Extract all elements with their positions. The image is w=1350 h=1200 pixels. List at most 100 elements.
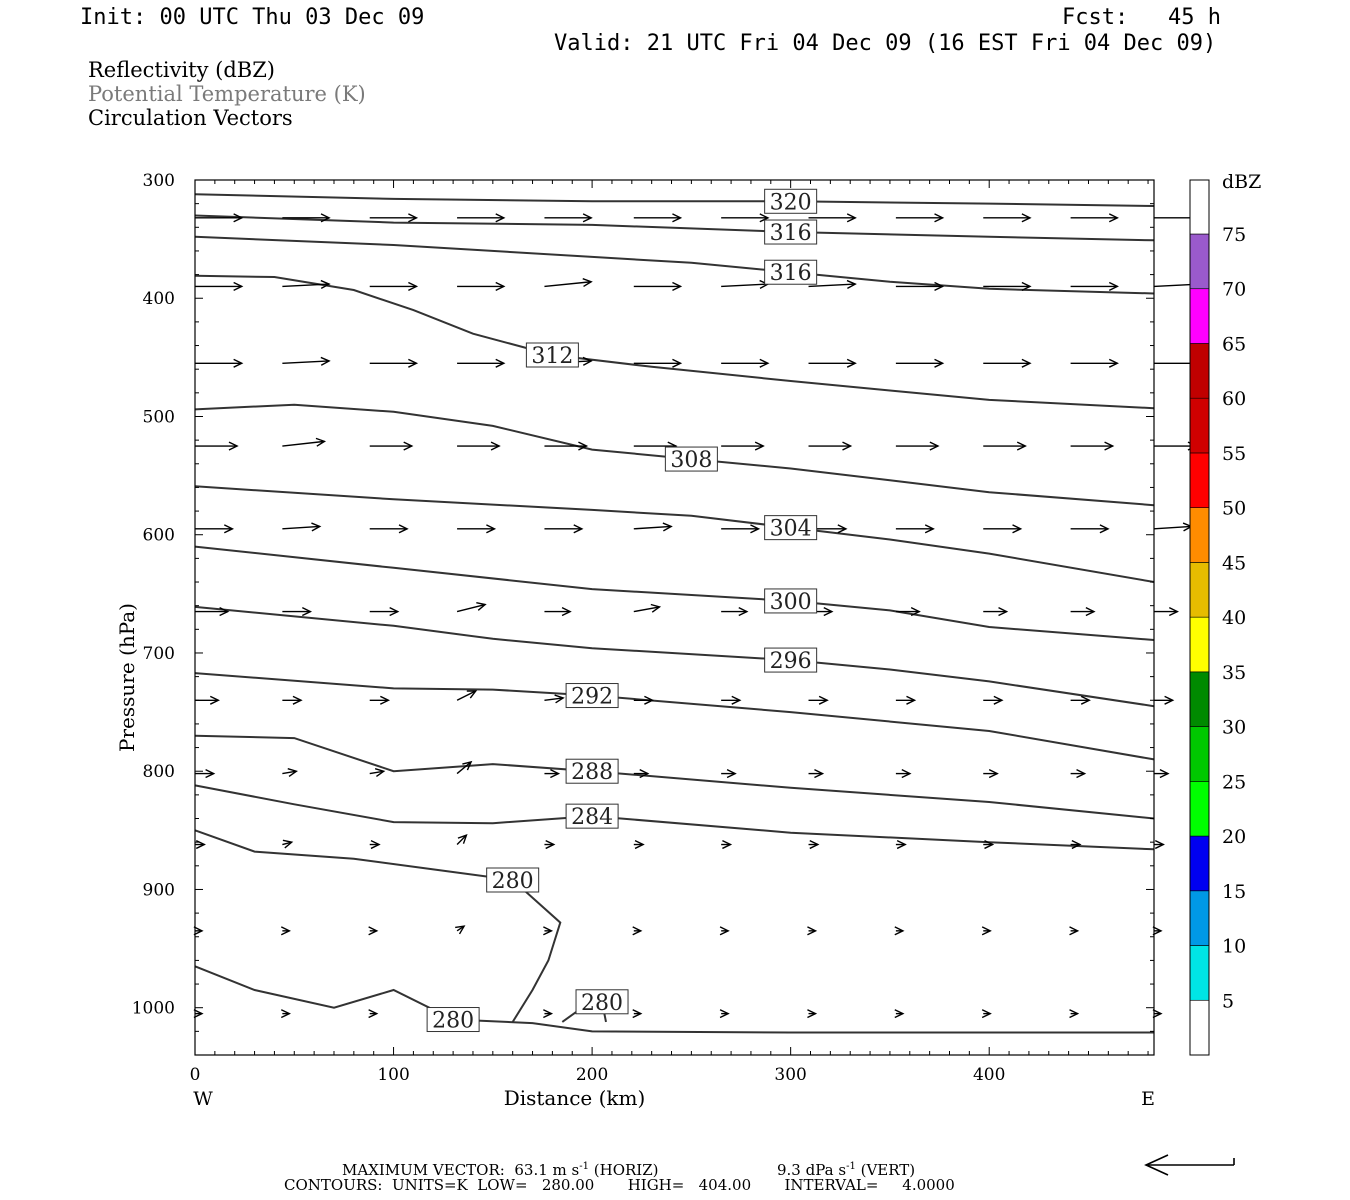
vector-head: [233, 213, 244, 223]
y-tick-label: 400: [143, 289, 175, 309]
vector-head: [1021, 213, 1032, 223]
vector-head: [403, 441, 414, 451]
vector-head: [455, 925, 466, 935]
theta-contour-312: [194, 274, 1155, 410]
colorbar-tick-label: 40: [1222, 607, 1246, 629]
colorbar-swatch: [1189, 343, 1210, 399]
vector-head: [754, 441, 765, 451]
vector-head: [818, 695, 829, 705]
vector-shaft: [808, 283, 856, 288]
init-time: Init: 00 UTC Thu 03 Dec 09: [80, 5, 425, 30]
vector-head: [814, 769, 825, 779]
contour-label-box: [764, 259, 818, 285]
vector-head: [929, 441, 940, 451]
east-label: E: [1141, 1088, 1155, 1110]
contour-label-box: [664, 446, 718, 472]
vector-head: [1108, 281, 1119, 291]
vector-shaft: [456, 834, 467, 846]
colorbar-tick-label: 60: [1222, 388, 1246, 410]
vector-head: [550, 769, 561, 779]
vector-head: [984, 839, 995, 850]
x-tick-label: 300: [774, 1065, 806, 1085]
vector-head: [1069, 1009, 1080, 1019]
vector-head: [846, 213, 857, 223]
vector-head: [934, 213, 945, 223]
contour-label-box: [764, 515, 818, 541]
vector-head: [894, 1009, 905, 1019]
vector-head: [726, 769, 737, 779]
contour-label: 308: [670, 448, 712, 473]
forecast-hour: Fcst: 45 h: [1062, 5, 1221, 30]
vector-head: [545, 839, 556, 850]
vector-head: [320, 356, 331, 366]
vector-head: [1164, 695, 1175, 705]
contour-label-box: [764, 647, 818, 673]
vector-head: [292, 695, 303, 705]
vector-head: [807, 1009, 818, 1019]
vector-head: [1021, 358, 1032, 368]
vector-head: [672, 358, 683, 368]
vert-value: 9.3 dPa s: [777, 1161, 847, 1179]
vector-head: [543, 1009, 554, 1019]
vector-head: [759, 358, 770, 368]
vector-head: [582, 356, 593, 366]
vector-head: [807, 926, 818, 936]
vector-head: [380, 695, 391, 705]
vector-head: [1012, 524, 1023, 534]
vector-head: [486, 524, 497, 534]
vector-head: [233, 281, 244, 291]
theta-contour-296: [194, 605, 1155, 708]
contour-label: 292: [571, 685, 613, 710]
vector-head: [320, 279, 331, 290]
y-tick-label: 900: [143, 880, 175, 900]
colorbar-tick-label: 30: [1222, 717, 1246, 739]
vector-shaft: [282, 525, 320, 530]
vector-head: [408, 358, 419, 368]
vector-head: [370, 839, 381, 850]
vector-shaft: [721, 283, 768, 288]
y-tick-label: 800: [143, 762, 175, 782]
vector-head: [894, 926, 905, 936]
vector-head: [934, 281, 945, 291]
vector-head: [719, 926, 730, 936]
vector-head: [634, 839, 645, 850]
vert-unit-exponent: -1: [846, 1161, 856, 1172]
contour-label-box: [565, 758, 619, 784]
contour-label-box: [764, 188, 818, 214]
vector-head: [219, 607, 230, 617]
contour-label-box: [575, 989, 629, 1015]
vector-head: [408, 281, 419, 291]
vector-head: [731, 695, 742, 705]
vector-head: [476, 602, 487, 611]
contour-label: 284: [571, 805, 613, 830]
horiz-tag: (HORIZ): [593, 1161, 659, 1179]
colorbar-tick-label: 35: [1222, 662, 1246, 684]
vector-head: [554, 694, 565, 704]
contour-label: 320: [770, 190, 812, 215]
theta-contour-280: [194, 829, 562, 1023]
vector-head: [302, 607, 313, 617]
vector-head: [662, 522, 673, 532]
vector-shaft: [456, 603, 486, 613]
vector-head: [374, 768, 386, 778]
vector-head: [282, 839, 294, 849]
vector-head: [582, 277, 593, 288]
theta-contour-316: [194, 214, 1155, 242]
vector-shaft: [282, 360, 330, 364]
horiz-value: 63.1 m s: [514, 1161, 580, 1179]
vector-head: [233, 358, 244, 368]
contour-label: 316: [770, 221, 812, 246]
vector-head: [1080, 695, 1091, 705]
contour-label: 300: [770, 590, 812, 615]
vector-head: [311, 522, 322, 532]
legend-theta: Potential Temperature (K): [88, 82, 366, 106]
vector-head: [408, 213, 419, 223]
vector-head: [495, 358, 506, 368]
vector-head: [644, 695, 655, 705]
colorbar-swatch: [1189, 507, 1210, 563]
vector-head: [495, 213, 506, 223]
contour-label: 312: [531, 344, 573, 369]
colorbar-swatch: [1189, 890, 1210, 946]
vector-head: [1108, 213, 1119, 223]
vector-shaft: [544, 281, 592, 288]
